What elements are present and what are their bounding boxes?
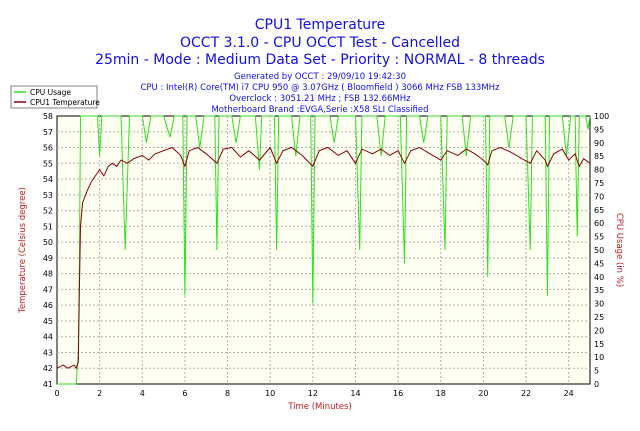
x-tick-label: 12 xyxy=(308,389,318,398)
y-tick-label: 53 xyxy=(43,191,53,200)
x-tick-label: 0 xyxy=(54,389,59,398)
y2-tick-label: 80 xyxy=(594,166,604,175)
y2-tick-label: 75 xyxy=(594,179,604,188)
x-tick-label: 14 xyxy=(350,389,360,398)
y2-tick-label: 95 xyxy=(594,125,604,134)
x-tick-label: 4 xyxy=(140,389,145,398)
x-tick-label: 6 xyxy=(182,389,187,398)
chart-subtitle-2: 25min - Mode : Medium Data Set - Priorit… xyxy=(95,52,545,68)
y2-tick-label: 10 xyxy=(594,353,604,362)
y2-tick-label: 25 xyxy=(594,313,604,322)
y-axis-right-title: CPU Usage (in %) xyxy=(614,213,624,287)
x-tick-label: 10 xyxy=(265,389,275,398)
y2-tick-label: 65 xyxy=(594,206,604,215)
y2-tick-label: 30 xyxy=(594,300,604,309)
y2-tick-label: 0 xyxy=(594,380,599,389)
y-axis-left-title: Temperature (Celsius degree) xyxy=(18,187,28,314)
y-tick-label: 47 xyxy=(43,285,53,294)
series-line-cpu-temperature xyxy=(56,146,591,370)
x-tick-label: 2 xyxy=(97,389,102,398)
x-tick-label: 24 xyxy=(564,389,574,398)
x-axis-title: Time (Minutes) xyxy=(287,402,352,412)
y2-tick-label: 20 xyxy=(594,326,604,335)
info-motherboard: Motherboard Brand :EVGA,Serie :X58 SLI C… xyxy=(211,105,428,115)
y-tick-label: 48 xyxy=(43,270,53,279)
legend-label-cpu-temp: CPU1 Temperature xyxy=(30,98,100,107)
y-tick-label: 49 xyxy=(43,254,53,263)
y-tick-label: 41 xyxy=(43,380,53,389)
y-tick-label: 42 xyxy=(43,364,53,373)
y2-tick-label: 70 xyxy=(594,192,604,201)
y2-tick-label: 40 xyxy=(594,273,604,282)
y-tick-label: 50 xyxy=(43,238,53,247)
x-tick-label: 16 xyxy=(393,389,403,398)
y-tick-label: 44 xyxy=(43,333,53,342)
info-overclock: Overclock : 3051.21 MHz ; FSB 132.66MHz xyxy=(229,94,411,104)
y2-tick-label: 15 xyxy=(594,340,604,349)
y-axis-right: 0 5 10 15 20 25 30 35 40 45 50 55 60 65 70 75 80 85 90 95 10… xyxy=(594,112,609,389)
y2-tick-label: 60 xyxy=(594,219,604,228)
info-cpu: CPU : Intel(R) Core(TM) i7 CPU 950 @ 3.0… xyxy=(140,83,500,93)
y-tick-label: 51 xyxy=(43,222,53,231)
y2-tick-label: 50 xyxy=(594,246,604,255)
y-axis-left: 41 42 43 44 45 46 47 48 49 50 51 52 53 54 55 56 57 58 xyxy=(43,112,53,389)
info-generated: Generated by OCCT : 29/09/10 19:42:30 xyxy=(234,72,406,82)
plot-area xyxy=(56,115,591,385)
y2-tick-label: 85 xyxy=(594,152,604,161)
chart-title: CPU1 Temperature xyxy=(255,17,386,33)
y-tick-label: 45 xyxy=(43,317,53,326)
series-layer xyxy=(56,115,591,385)
y-tick-label: 43 xyxy=(43,348,53,357)
y-tick-label: 55 xyxy=(43,159,53,168)
chart-subtitle-1: OCCT 3.1.0 - CPU OCCT Test - Cancelled xyxy=(180,35,460,51)
y2-tick-label: 45 xyxy=(594,259,604,268)
grid xyxy=(57,116,590,384)
y2-tick-label: 5 xyxy=(594,367,599,376)
y2-tick-label: 90 xyxy=(594,139,604,148)
x-tick-label: 18 xyxy=(436,389,446,398)
y-tick-label: 46 xyxy=(43,301,53,310)
y-tick-label: 56 xyxy=(43,144,53,153)
y-tick-label: 52 xyxy=(43,207,53,216)
y2-tick-label: 100 xyxy=(594,112,609,121)
legend: CPU Usage CPU1 Temperature xyxy=(10,85,100,109)
y-tick-label: 57 xyxy=(43,128,53,137)
x-tick-label: 20 xyxy=(478,389,488,398)
x-tick-label: 22 xyxy=(521,389,531,398)
legend-box xyxy=(10,85,98,109)
y2-tick-label: 35 xyxy=(594,286,604,295)
y-tick-label: 58 xyxy=(43,112,53,121)
y-tick-label: 54 xyxy=(43,175,53,184)
x-tick-label: 8 xyxy=(225,389,230,398)
legend-label-cpu-usage: CPU Usage xyxy=(30,88,71,97)
y2-tick-label: 55 xyxy=(594,233,604,242)
series-line-cpu-usage xyxy=(57,115,591,385)
x-axis: 0 2 4 6 8 10 12 14 16 18 20 22 24 xyxy=(54,389,573,398)
